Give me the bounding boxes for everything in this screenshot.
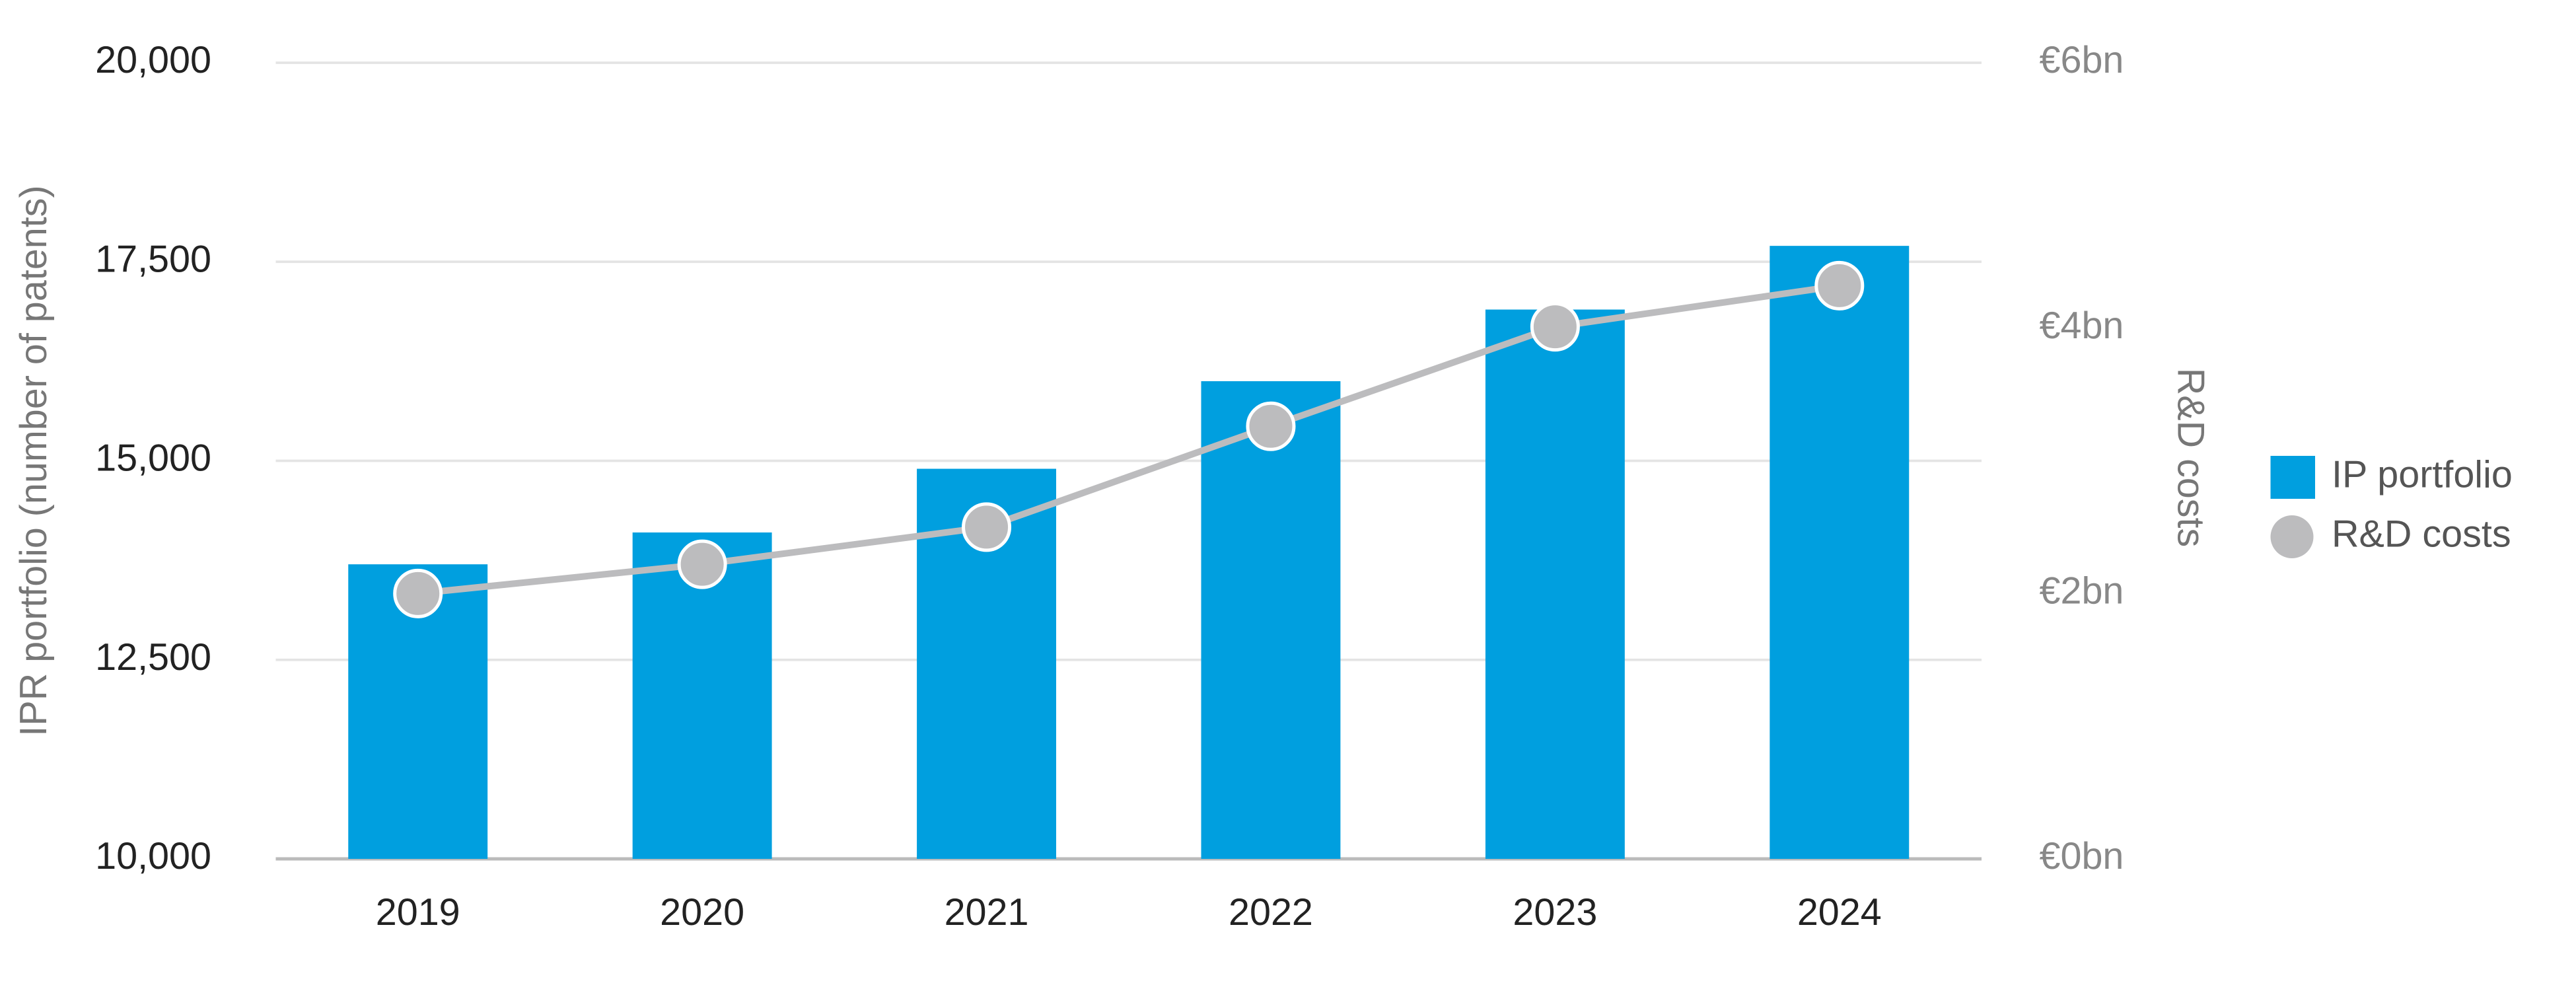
x-tick-label: 2020 xyxy=(660,891,744,934)
y-tick-label: 20,000 xyxy=(95,39,211,81)
y-tick-label: 15,000 xyxy=(95,437,211,480)
legend-label: R&D costs xyxy=(2332,513,2511,556)
line-point xyxy=(1814,260,1865,311)
line-point xyxy=(677,539,727,589)
x-tick-label: 2022 xyxy=(1229,891,1313,934)
legend-swatch xyxy=(2270,515,2314,558)
y-tick-label: 12,500 xyxy=(95,636,211,679)
bar xyxy=(1201,381,1341,859)
line-point xyxy=(962,502,1012,552)
y-tick-label: 17,500 xyxy=(95,238,211,280)
x-tick-label: 2019 xyxy=(376,891,460,934)
y2-tick-label: €4bn xyxy=(2040,305,2124,347)
line-point xyxy=(1246,401,1296,451)
x-tick-label: 2024 xyxy=(1797,891,1882,934)
y2-axis-label: R&D costs xyxy=(2169,368,2211,548)
x-tick-label: 2023 xyxy=(1513,891,1597,934)
y-tick-label: 10,000 xyxy=(95,835,211,877)
legend-swatch xyxy=(2270,456,2315,499)
legend-label: IP portfolio xyxy=(2332,454,2513,496)
line-point xyxy=(393,568,443,618)
bar xyxy=(1485,309,1625,859)
x-tick-label: 2021 xyxy=(945,891,1029,934)
y2-tick-label: €2bn xyxy=(2040,570,2124,612)
y2-tick-label: €6bn xyxy=(2040,39,2124,81)
bar xyxy=(1770,246,1910,859)
y2-tick-label: €0bn xyxy=(2040,835,2124,877)
line-point xyxy=(1530,302,1580,352)
y-axis-label: IPR portfolio (number of patents) xyxy=(13,185,55,736)
line xyxy=(417,282,1840,597)
